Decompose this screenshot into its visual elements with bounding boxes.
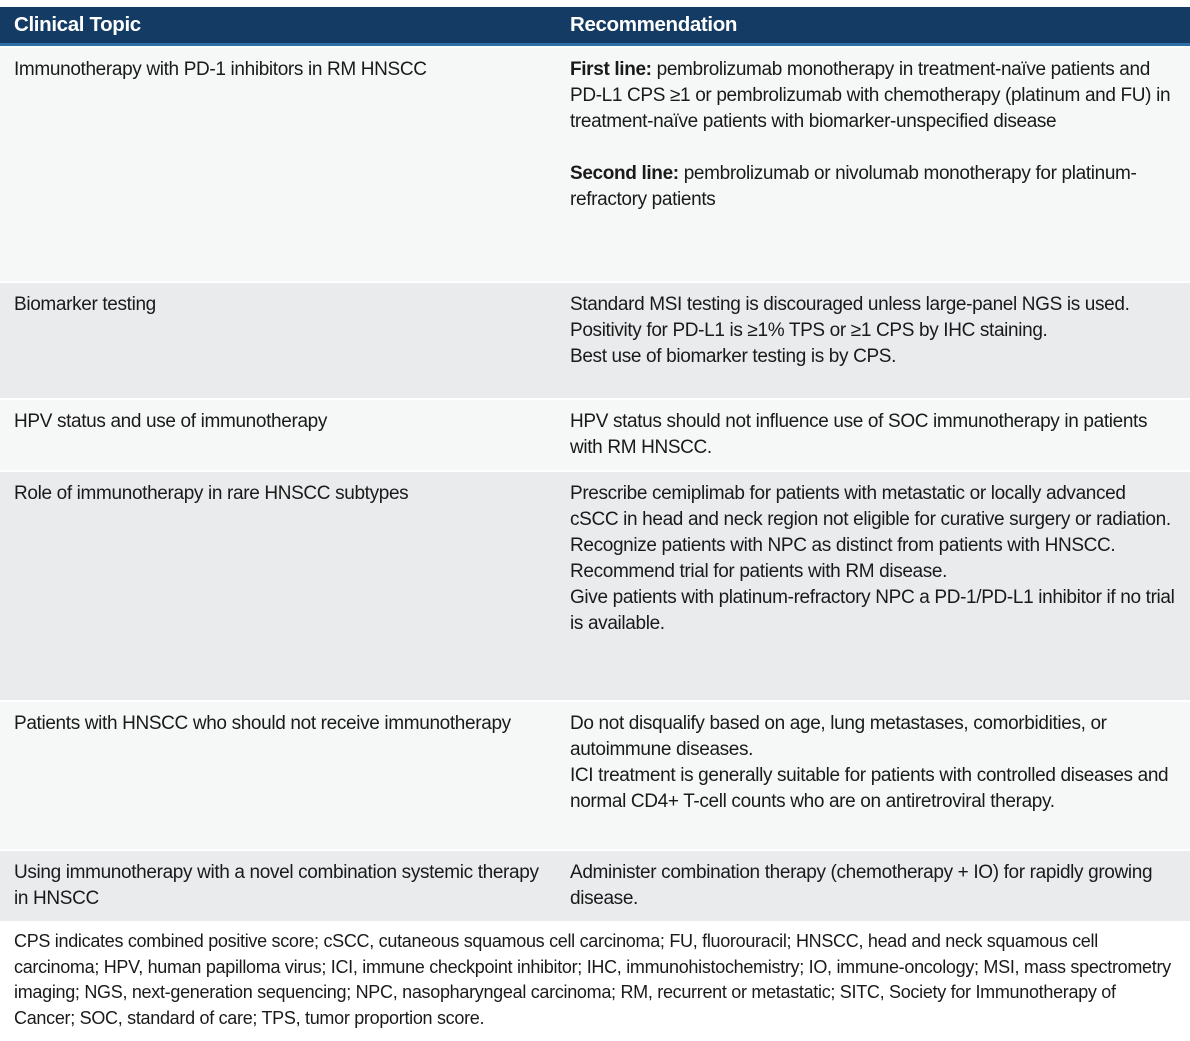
recommendation-cell: First line: pembrolizumab monotherapy in… — [570, 48, 1190, 281]
recommendation-cell: Prescribe cemiplimab for patients with m… — [570, 472, 1190, 700]
recommendation-paragraph: First line: pembrolizumab monotherapy in… — [570, 57, 1176, 135]
table-row: Biomarker testing Standard MSI testing i… — [0, 281, 1190, 398]
topic-cell: HPV status and use of immunotherapy — [14, 411, 328, 432]
recommendation-line: Prescribe cemiplimab for patients with m… — [570, 483, 1171, 530]
header-clinical-topic: Clinical Topic — [14, 13, 141, 36]
recommendation-line: Administer combination therapy (chemothe… — [570, 862, 1153, 909]
table-row: Using immunotherapy with a novel combina… — [0, 849, 1190, 921]
first-line-text: pembrolizumab monotherapy in treatment-n… — [570, 59, 1171, 132]
abbreviations-footnote: CPS indicates combined positive score; c… — [14, 931, 1171, 1028]
recommendation-line: Give patients with platinum-refractory N… — [570, 587, 1175, 634]
table-row: Immunotherapy with PD-1 inhibitors in RM… — [0, 46, 1190, 281]
recommendation-paragraph: Second line: pembrolizumab or nivolumab … — [570, 161, 1176, 213]
topic-cell: Biomarker testing — [14, 294, 156, 315]
recommendation-line: Positivity for PD-L1 is ≥1% TPS or ≥1 CP… — [570, 320, 1048, 341]
recommendation-line: Recommend trial for patients with RM dis… — [570, 561, 948, 582]
recommendation-cell: Do not disqualify based on age, lung met… — [570, 702, 1190, 849]
table-row: Patients with HNSCC who should not recei… — [0, 700, 1190, 849]
recommendation-line: ICI treatment is generally suitable for … — [570, 765, 1169, 812]
first-line-label: First line: — [570, 59, 652, 80]
recommendation-cell: HPV status should not influence use of S… — [570, 400, 1190, 470]
recommendation-cell: Administer combination therapy (chemothe… — [570, 851, 1190, 921]
table-row: HPV status and use of immunotherapy HPV … — [0, 398, 1190, 470]
header-recommendation: Recommendation — [570, 13, 738, 36]
recommendation-line: Recognize patients with NPC as distinct … — [570, 535, 1116, 556]
topic-cell: Role of immunotherapy in rare HNSCC subt… — [14, 483, 409, 504]
recommendation-line: Standard MSI testing is discouraged unle… — [570, 294, 1130, 315]
topic-cell: Patients with HNSCC who should not recei… — [14, 713, 511, 734]
table-row: Role of immunotherapy in rare HNSCC subt… — [0, 470, 1190, 700]
topic-cell: Immunotherapy with PD-1 inhibitors in RM… — [14, 59, 427, 80]
table-header-row: Clinical Topic Recommendation — [0, 7, 1190, 46]
recommendation-cell: Standard MSI testing is discouraged unle… — [570, 283, 1190, 398]
recommendation-line: HPV status should not influence use of S… — [570, 411, 1148, 458]
recommendation-line: Do not disqualify based on age, lung met… — [570, 713, 1107, 760]
recommendation-line: Best use of biomarker testing is by CPS. — [570, 346, 897, 367]
second-line-label: Second line: — [570, 163, 679, 184]
topic-cell: Using immunotherapy with a novel combina… — [14, 862, 539, 909]
clinical-recommendations-table: Clinical Topic Recommendation Immunother… — [0, 7, 1190, 921]
second-line-text: pembrolizumab or nivolumab monotherapy f… — [570, 163, 1137, 210]
